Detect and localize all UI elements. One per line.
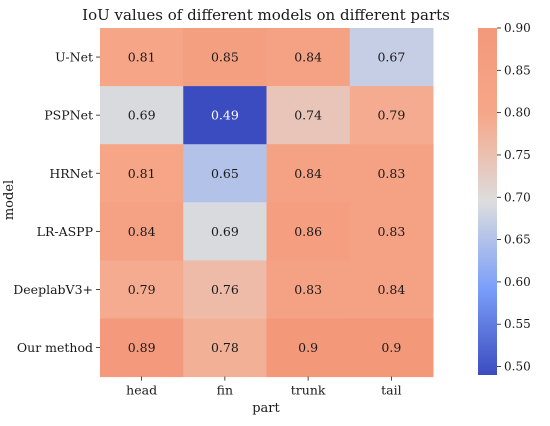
heatmap-cell — [349, 144, 434, 203]
cell-value-label: 0.84 — [128, 224, 156, 239]
cell-value-label: 0.74 — [294, 108, 322, 123]
heatmap-cell — [183, 144, 267, 203]
y-axis-label: model — [2, 180, 17, 220]
x-tick-label: head — [126, 383, 157, 398]
cell-value-label: 0.85 — [211, 50, 239, 65]
cell-value-label: 0.67 — [377, 50, 405, 65]
cell-value-label: 0.84 — [377, 282, 405, 297]
colorbar-tick-label: 0.65 — [504, 233, 531, 247]
cell-value-label: 0.83 — [377, 166, 405, 181]
heatmap-cell-labels: 0.81 0.85 0.84 0.67 0.69 0.49 0.74 0.79 0.81 0.65… — [128, 50, 406, 355]
colorbar-tick-label: 0.85 — [504, 63, 531, 77]
heatmap-cell — [266, 86, 351, 145]
heatmap-cell — [266, 144, 351, 203]
colorbar-tick-label: 0.55 — [504, 317, 531, 331]
heatmap-cell — [183, 260, 267, 319]
x-tick-label: tail — [381, 383, 401, 398]
colorbar: 0.50 0.55 0.60 0.65 0.70 0.75 0.80 0.85 0.90 — [478, 21, 531, 375]
y-tick-label: HRNet — [49, 166, 93, 181]
cell-value-label: 0.49 — [211, 108, 239, 123]
cell-value-label: 0.9 — [381, 340, 401, 355]
heatmap-cell — [100, 260, 184, 319]
y-tick-label: U-Net — [55, 50, 93, 65]
heatmap-cell — [349, 28, 434, 87]
cell-value-label: 0.83 — [294, 282, 322, 297]
colorbar-tick-label: 0.60 — [504, 275, 531, 289]
cell-value-label: 0.86 — [294, 224, 322, 239]
cell-value-label: 0.84 — [294, 50, 322, 65]
heatmap-cell — [183, 318, 267, 378]
cell-value-label: 0.81 — [128, 166, 156, 181]
cell-value-label: 0.83 — [377, 224, 405, 239]
heatmap-cell — [183, 28, 267, 87]
cell-value-label: 0.78 — [211, 340, 239, 355]
y-tick-label: DeeplabV3+ — [13, 282, 93, 297]
heatmap-cell — [100, 318, 184, 378]
heatmap-cell — [349, 260, 434, 319]
x-axis-label: part — [252, 401, 280, 416]
heatmap-cell — [183, 86, 267, 145]
heatmap-cell — [183, 202, 267, 261]
heatmap-cells — [100, 28, 434, 378]
cell-value-label: 0.79 — [128, 282, 156, 297]
colorbar-tick-label: 0.70 — [504, 190, 531, 204]
heatmap-cell — [266, 202, 351, 261]
heatmap-cell — [100, 202, 184, 261]
heatmap-cell — [349, 86, 434, 145]
heatmap-cell — [349, 202, 434, 261]
cell-value-label: 0.81 — [128, 50, 156, 65]
heatmap-cell — [349, 318, 434, 378]
colorbar-tick-label: 0.50 — [504, 360, 531, 374]
heatmap-cell — [266, 318, 351, 378]
x-axis-ticks: head fin trunk tail — [126, 376, 402, 398]
cell-value-label: 0.76 — [211, 282, 239, 297]
cell-value-label: 0.84 — [294, 166, 322, 181]
colorbar-tick-label: 0.75 — [504, 148, 531, 162]
cell-value-label: 0.69 — [211, 224, 239, 239]
cell-value-label: 0.79 — [377, 108, 405, 123]
y-tick-label: PSPNet — [44, 108, 93, 123]
cell-value-label: 0.9 — [298, 340, 318, 355]
heatmap-cell — [100, 144, 184, 203]
colorbar-tick-label: 0.80 — [504, 106, 531, 120]
y-tick-label: LR-ASPP — [37, 224, 93, 239]
colorbar-tick-label: 0.90 — [504, 21, 531, 35]
chart-title: IoU values of different models on differ… — [82, 6, 450, 24]
heatmap-cell — [100, 86, 184, 145]
cell-value-label: 0.69 — [128, 108, 156, 123]
heatmap-cell — [266, 260, 351, 319]
y-axis-ticks: U-Net PSPNet HRNet LR-ASPP DeeplabV3+ Our met… — [13, 50, 100, 355]
x-tick-label: trunk — [291, 383, 326, 398]
heatmap-cell — [100, 28, 184, 87]
heatmap-cell — [266, 28, 351, 87]
cell-value-label: 0.89 — [128, 340, 156, 355]
colorbar-gradient — [478, 28, 497, 375]
y-tick-label: Our method — [17, 340, 93, 355]
x-tick-label: fin — [217, 383, 233, 398]
cell-value-label: 0.65 — [211, 166, 239, 181]
